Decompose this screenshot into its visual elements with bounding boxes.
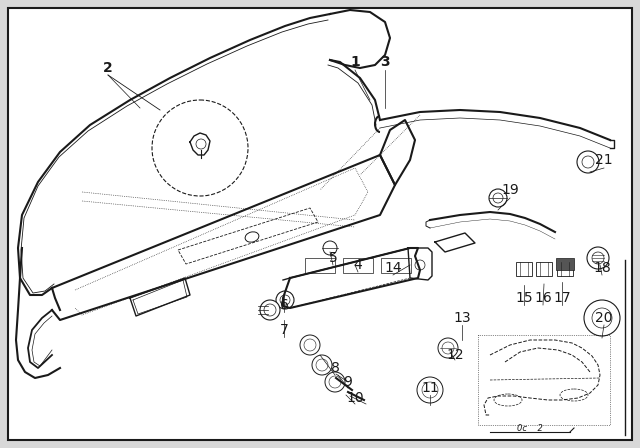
Text: 11: 11 — [421, 381, 439, 395]
Bar — [556, 258, 574, 270]
Text: 15: 15 — [515, 291, 533, 305]
Text: 0c    2: 0c 2 — [517, 423, 543, 432]
Circle shape — [584, 300, 620, 336]
Text: 14: 14 — [384, 261, 402, 275]
Text: 7: 7 — [280, 323, 289, 337]
Circle shape — [577, 151, 599, 173]
Bar — [557, 262, 573, 276]
Circle shape — [489, 189, 507, 207]
Circle shape — [587, 247, 609, 269]
Circle shape — [312, 355, 332, 375]
Text: 13: 13 — [453, 311, 471, 325]
Circle shape — [417, 377, 443, 403]
Bar — [536, 262, 552, 276]
Bar — [478, 335, 610, 425]
Circle shape — [323, 241, 337, 255]
Bar — [343, 258, 373, 273]
Bar — [305, 258, 335, 273]
Circle shape — [260, 300, 280, 320]
Text: 8: 8 — [331, 361, 339, 375]
Text: 19: 19 — [501, 183, 519, 197]
Text: 17: 17 — [553, 291, 571, 305]
Text: 10: 10 — [346, 391, 364, 405]
Text: 2: 2 — [103, 61, 113, 75]
Text: 12: 12 — [446, 348, 464, 362]
Text: 3: 3 — [380, 55, 390, 69]
Circle shape — [300, 335, 320, 355]
Circle shape — [438, 338, 458, 358]
Text: 21: 21 — [595, 153, 613, 167]
Circle shape — [276, 291, 294, 309]
Circle shape — [325, 372, 345, 392]
Bar — [381, 258, 411, 273]
Bar — [516, 262, 532, 276]
Text: 5: 5 — [328, 251, 337, 265]
Text: 6: 6 — [280, 298, 289, 312]
Text: 1: 1 — [350, 55, 360, 69]
Text: 20: 20 — [595, 311, 612, 325]
Text: 9: 9 — [344, 375, 353, 389]
Text: 4: 4 — [354, 258, 362, 272]
Text: 18: 18 — [593, 261, 611, 275]
Text: 16: 16 — [534, 291, 552, 305]
